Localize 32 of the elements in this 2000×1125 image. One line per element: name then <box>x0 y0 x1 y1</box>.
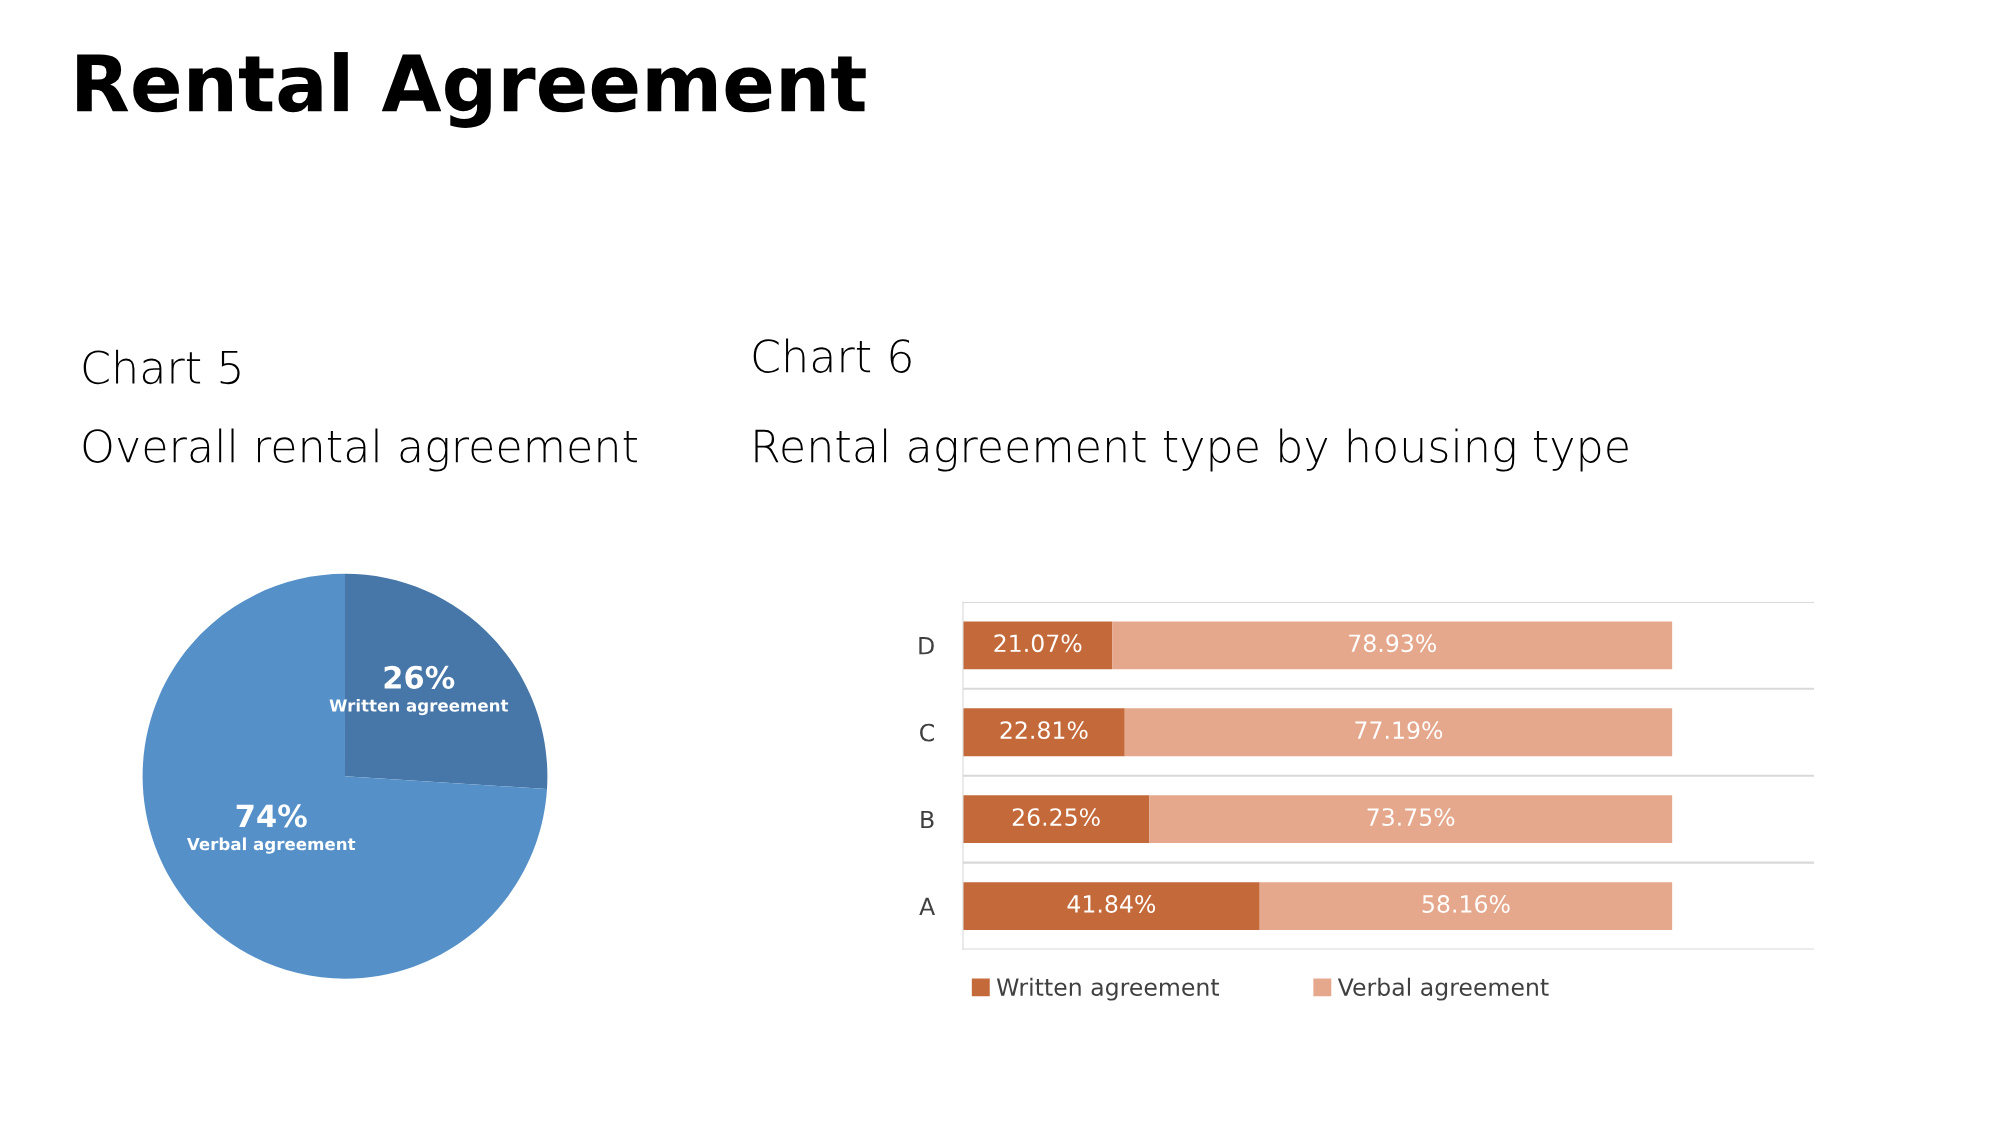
data-label: 73.75% <box>1367 808 1455 826</box>
y-tick-label: B <box>921 810 934 829</box>
chart-title: Chart 6 <box>753 338 911 373</box>
chart-subtitle: Overall rental agreement <box>83 428 637 472</box>
data-label: 58.16% <box>1422 895 1510 913</box>
data-label: 74% <box>236 804 307 828</box>
data-label: 21.07% <box>994 634 1082 653</box>
pie-slice <box>142 573 547 979</box>
data-label: 78.93% <box>1349 634 1437 653</box>
text: Rental Agreement <box>77 52 866 128</box>
y-tick-label: D <box>919 637 934 655</box>
data-label: 41.84% <box>1067 895 1156 913</box>
bar <box>1259 882 1673 930</box>
data-label: 26.25% <box>1012 808 1100 826</box>
data-label: 77.19% <box>1355 721 1443 740</box>
chart-title: Chart 5 <box>83 349 240 385</box>
slice-label: Written agreement <box>329 698 509 716</box>
bar <box>963 882 1260 930</box>
bar <box>1112 621 1673 670</box>
legend-label: Verbal agreement <box>1337 977 1549 1001</box>
bar <box>1124 708 1673 757</box>
bar <box>963 621 1113 670</box>
y-tick-label: C <box>920 723 934 742</box>
bar <box>963 708 1125 757</box>
chart-subtitle: Rental agreement type by housing type <box>755 428 1628 472</box>
data-label: 26% <box>384 665 455 689</box>
data-label: 22.81% <box>1000 721 1088 740</box>
y-tick-label: A <box>919 897 936 916</box>
bar <box>1149 795 1673 844</box>
slice-label: Verbal agreement <box>186 837 356 854</box>
legend-label: Written agreement <box>996 977 1220 1001</box>
bar <box>963 795 1150 844</box>
